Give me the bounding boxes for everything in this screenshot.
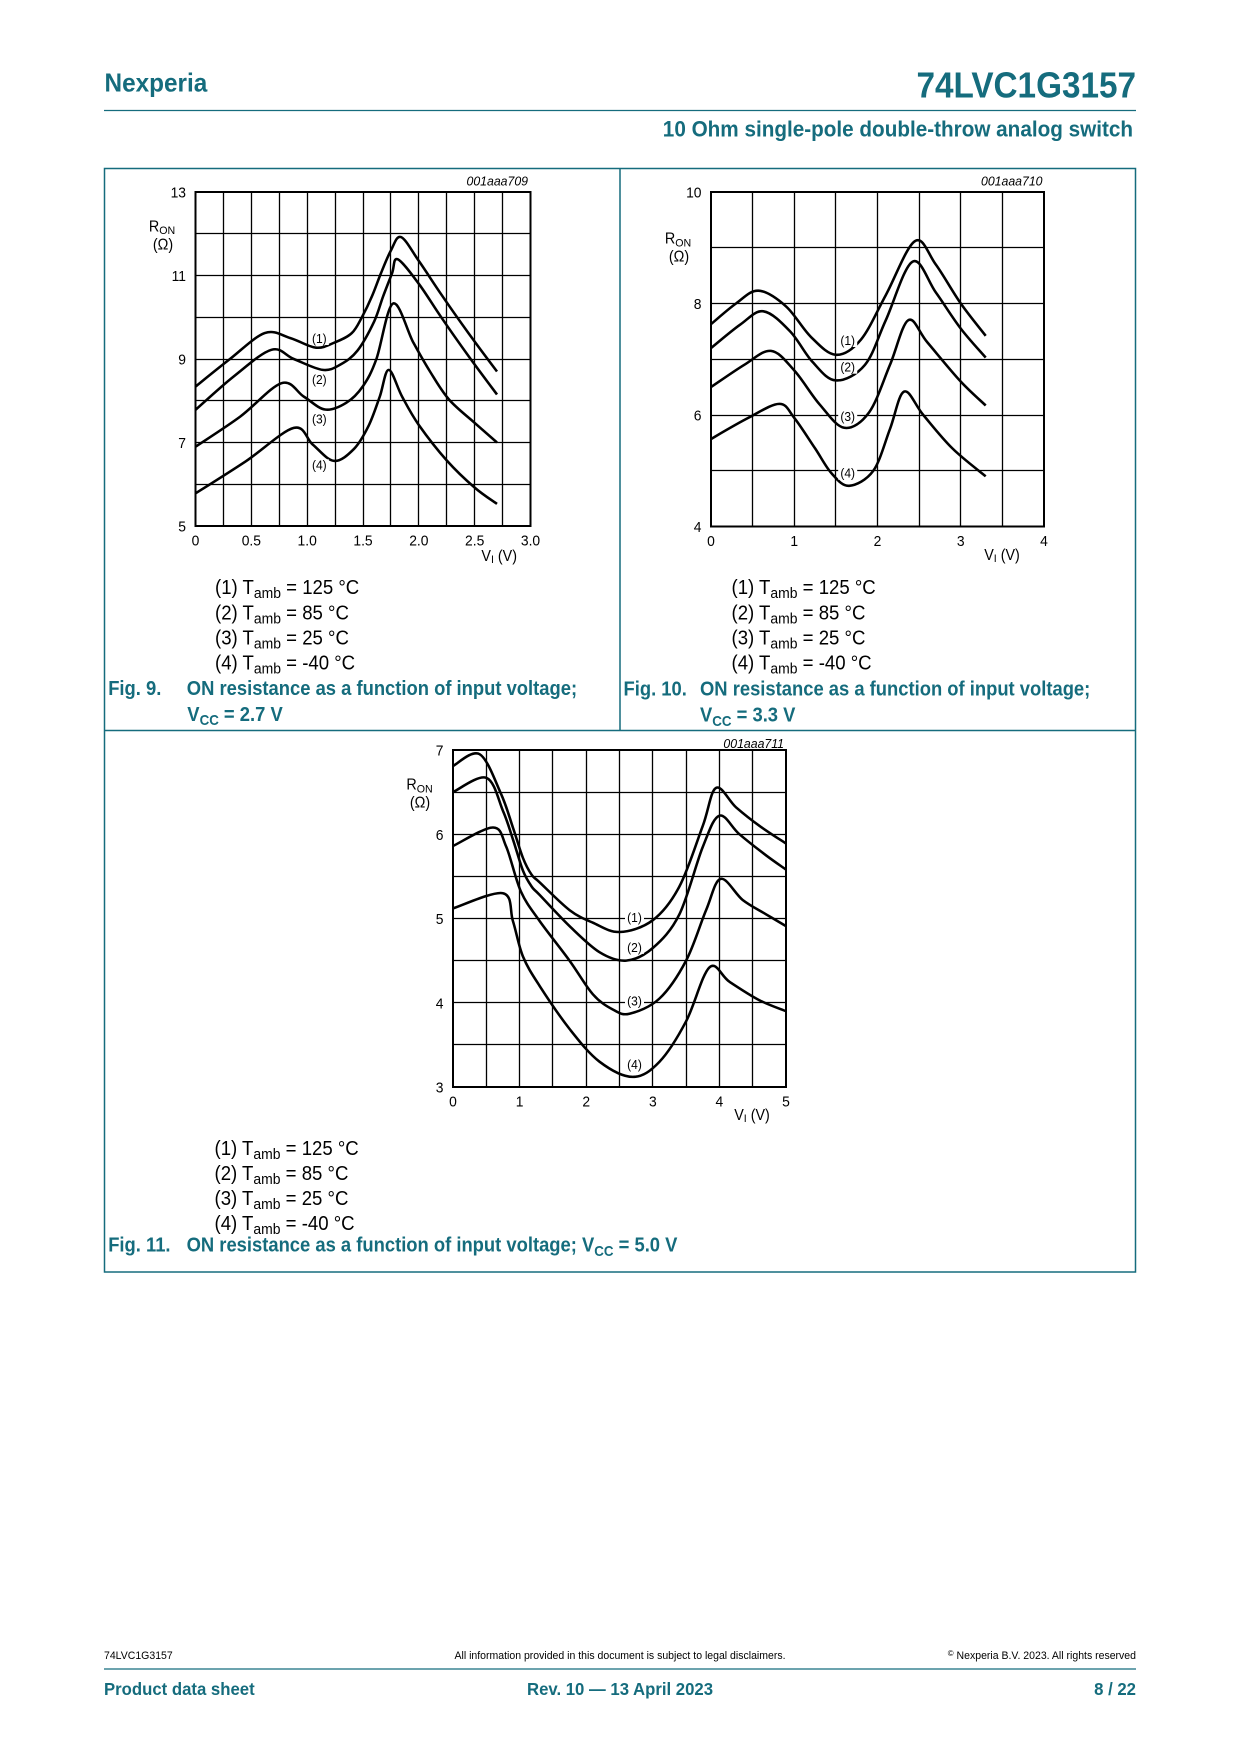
svg-text:All information provided in th: All information provided in this documen… [454,1650,785,1662]
svg-text:(4): (4) [840,466,855,481]
svg-text:11: 11 [172,269,186,286]
svg-text:Nexperia: Nexperia [105,68,209,97]
svg-text:4: 4 [1040,534,1048,551]
svg-text:Fig. 10.: Fig. 10. [624,679,687,701]
svg-text:1.0: 1.0 [298,533,317,550]
svg-text:6: 6 [436,827,444,844]
svg-text:74LVC1G3157: 74LVC1G3157 [104,1650,173,1662]
svg-text:(3) Tamb = 25 °C: (3) Tamb = 25 °C [732,628,866,653]
svg-text:5: 5 [782,1094,790,1111]
svg-text:3: 3 [957,534,965,551]
svg-text:(1): (1) [312,332,327,347]
svg-text:Product data sheet: Product data sheet [104,1678,255,1699]
svg-text:2: 2 [582,1094,590,1111]
svg-text:(2): (2) [840,360,855,375]
svg-text:9: 9 [178,352,186,369]
svg-text:(1) Tamb = 125 °C: (1) Tamb = 125 °C [732,578,876,603]
svg-text:001aaa709: 001aaa709 [466,173,528,189]
svg-text:7: 7 [436,743,444,760]
svg-text:4: 4 [436,996,444,1013]
svg-text:1: 1 [516,1094,524,1111]
svg-text:(Ω): (Ω) [669,248,689,266]
svg-text:001aaa710: 001aaa710 [981,173,1043,189]
svg-text:Rev. 10 — 13 April 2023: Rev. 10 — 13 April 2023 [527,1678,713,1699]
svg-text:ON resistance as a function of: ON resistance as a function of input vol… [187,1235,678,1259]
svg-text:(1): (1) [840,334,855,349]
svg-text:1: 1 [790,534,798,551]
svg-text:3: 3 [436,1080,444,1097]
svg-text:5: 5 [436,912,444,929]
svg-text:10: 10 [686,185,701,202]
svg-text:ON resistance as a function of: ON resistance as a function of input vol… [700,679,1090,701]
svg-text:(3) Tamb = 25 °C: (3) Tamb = 25 °C [215,628,349,653]
svg-text:(4) Tamb = -40 °C: (4) Tamb = -40 °C [215,1213,355,1238]
svg-text:3.0: 3.0 [521,533,540,550]
svg-text:(3): (3) [840,410,855,425]
svg-text:001aaa711: 001aaa711 [723,735,784,751]
svg-text:ON resistance as a function of: ON resistance as a function of input vol… [187,678,577,700]
svg-text:1.5: 1.5 [353,533,372,550]
svg-text:0: 0 [449,1094,457,1111]
svg-text:Fig. 11.: Fig. 11. [108,1235,170,1257]
svg-text:(2) Tamb = 85 °C: (2) Tamb = 85 °C [215,603,349,628]
svg-text:2.5: 2.5 [465,533,484,550]
svg-text:0: 0 [192,533,200,550]
svg-text:VI (V): VI (V) [734,1106,770,1125]
svg-text:8 / 22: 8 / 22 [1094,1678,1136,1699]
svg-text:3: 3 [649,1094,657,1111]
svg-text:Fig. 9.: Fig. 9. [108,678,161,700]
svg-text:© Nexperia B.V. 2023. All righ: © Nexperia B.V. 2023. All rights reserve… [948,1649,1136,1662]
svg-text:(3) Tamb = 25 °C: (3) Tamb = 25 °C [215,1188,349,1213]
svg-text:(1): (1) [627,911,642,926]
svg-text:(Ω): (Ω) [153,236,173,254]
svg-text:74LVC1G3157: 74LVC1G3157 [916,66,1136,105]
svg-text:(4): (4) [627,1057,642,1072]
svg-text:2.0: 2.0 [409,533,428,550]
svg-text:6: 6 [694,408,702,425]
svg-text:(4): (4) [312,458,327,473]
svg-text:2: 2 [874,534,882,551]
svg-text:4: 4 [716,1094,724,1111]
svg-text:0: 0 [707,534,715,551]
svg-text:(3): (3) [627,994,642,1009]
svg-text:(1) Tamb = 125 °C: (1) Tamb = 125 °C [215,578,359,603]
svg-text:7: 7 [178,436,186,453]
svg-text:(4) Tamb = -40 °C: (4) Tamb = -40 °C [732,653,872,678]
svg-text:(1) Tamb = 125 °C: (1) Tamb = 125 °C [215,1138,359,1163]
svg-text:(Ω): (Ω) [410,794,430,812]
svg-text:VI (V): VI (V) [984,547,1020,566]
svg-text:(3): (3) [312,412,327,427]
svg-text:(4) Tamb = -40 °C: (4) Tamb = -40 °C [215,653,355,678]
svg-text:(2) Tamb = 85 °C: (2) Tamb = 85 °C [215,1163,349,1188]
svg-text:VI (V): VI (V) [481,548,517,567]
svg-text:(2): (2) [312,372,327,387]
svg-text:(2) Tamb = 85 °C: (2) Tamb = 85 °C [732,603,866,628]
svg-text:10 Ohm single-pole double-thro: 10 Ohm single-pole double-throw analog s… [663,116,1133,142]
svg-text:(2): (2) [627,940,642,955]
svg-text:5: 5 [178,519,186,536]
svg-text:4: 4 [694,520,702,537]
svg-text:0.5: 0.5 [242,533,261,550]
svg-text:13: 13 [171,185,186,202]
svg-text:8: 8 [694,297,702,314]
